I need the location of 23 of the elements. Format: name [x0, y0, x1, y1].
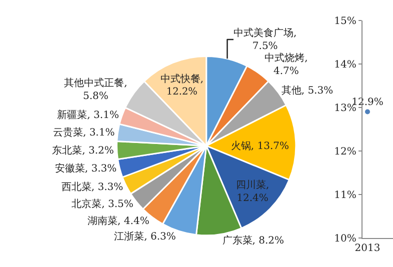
y-tick-label: 15% [334, 16, 356, 27]
slice-label: 其他中式正餐, 5.8% [64, 76, 128, 102]
x-tick-label: 2013 [354, 242, 380, 254]
slice-label: 安徽菜, 3.3% [54, 162, 117, 175]
slice-label: 西北菜, 3.3% [61, 180, 124, 193]
y-tick-label: 14% [334, 59, 356, 70]
slice-label: 火锅, 13.7% [230, 140, 290, 152]
y-tick-label: 13% [334, 102, 356, 114]
slice-label: 中式烧烤, 4.7% [264, 52, 308, 78]
slice-label: 北京菜, 3.5% [72, 198, 134, 210]
slice-label: 其他, 5.3% [281, 84, 334, 96]
slice-label: 中式美食广场, 7.5% [234, 27, 297, 52]
slice-label: 广东菜, 8.2% [222, 234, 284, 246]
y-tick-label: 10% [334, 233, 356, 244]
slice-label: 四川菜, 12.4% [236, 178, 270, 204]
slice-label: 东北菜, 3.2% [52, 144, 114, 156]
slice-label: 中式快餐, 12.2% [160, 72, 204, 98]
slice-label: 江浙菜, 6.3% [114, 230, 176, 243]
slice-label: 湖南菜, 4.4% [88, 215, 150, 228]
y-tick-label: 12% [334, 146, 356, 158]
y-tick-label: 11% [334, 190, 356, 201]
slice-label: 云贵菜, 3.1% [52, 126, 115, 138]
slice-label: 新疆菜, 3.1% [57, 109, 119, 122]
